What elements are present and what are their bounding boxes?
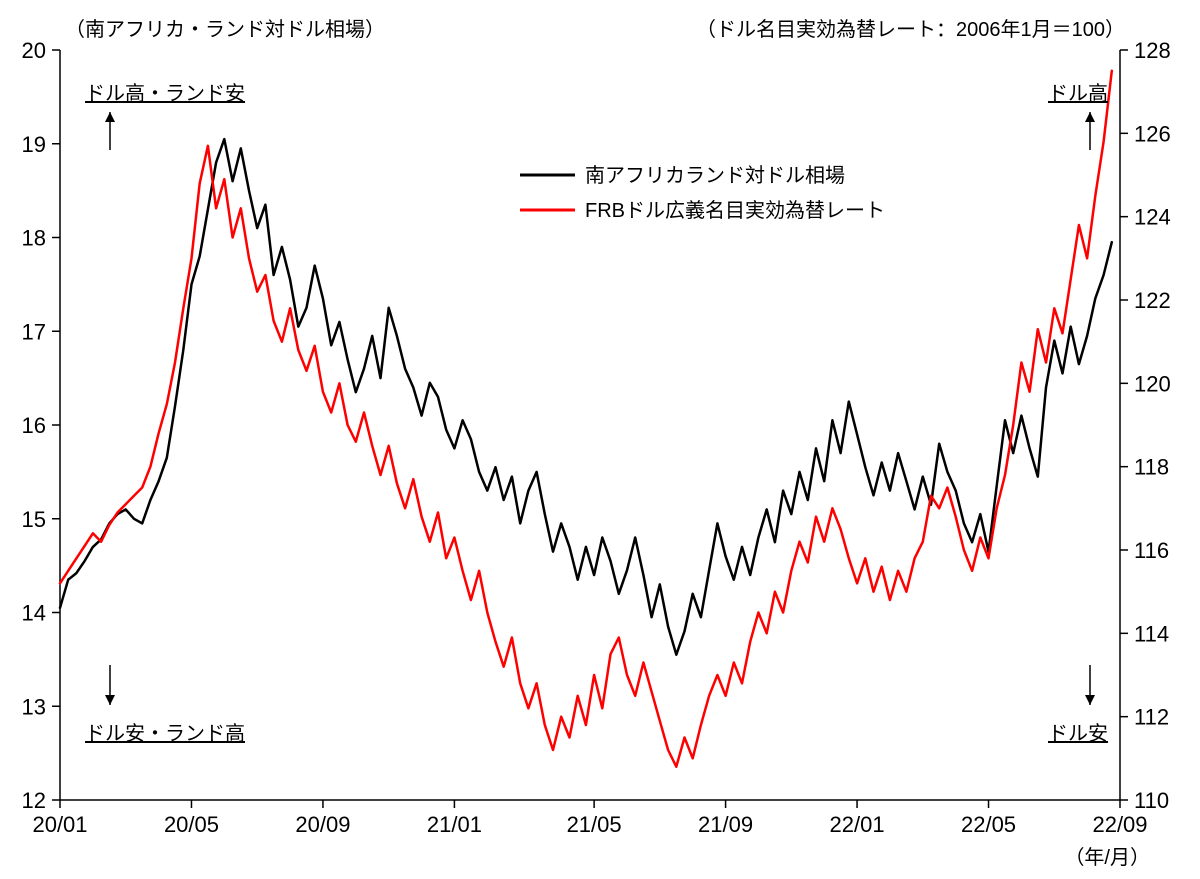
right-axis-tick-label: 114 <box>1134 621 1169 646</box>
left-axis-tick-label: 16 <box>22 413 46 438</box>
right-axis-tick-label: 120 <box>1134 371 1171 396</box>
left-axis-title: （南アフリカ・ランド対ドル相場） <box>65 18 385 41</box>
x-axis-title: （年/月） <box>1064 846 1150 869</box>
right-axis-tick-label: 122 <box>1134 288 1171 313</box>
annotation-label: ドル安・ランド高 <box>85 722 245 745</box>
x-axis-tick-label: 22/05 <box>961 812 1016 837</box>
x-axis-tick-label: 21/01 <box>427 812 482 837</box>
x-axis-tick-label: 22/01 <box>830 812 885 837</box>
left-axis-tick-label: 12 <box>22 788 46 813</box>
left-axis-tick-label: 14 <box>22 601 46 626</box>
left-axis-tick-label: 13 <box>22 694 46 719</box>
x-axis-tick-label: 20/01 <box>32 812 87 837</box>
left-axis-tick-label: 20 <box>22 38 46 63</box>
x-axis-tick-label: 21/05 <box>567 812 622 837</box>
right-axis-tick-label: 128 <box>1134 38 1171 63</box>
left-axis-tick-label: 19 <box>22 132 46 157</box>
left-axis-tick-label: 18 <box>22 226 46 251</box>
left-axis-tick-label: 15 <box>22 507 46 532</box>
annotation-label: ドル安 <box>1048 722 1108 745</box>
chart-svg: 12 13 14 15 16 17 18 19 20 110 112 114 116 118 120 122 1… <box>0 0 1200 879</box>
right-axis-tick-label: 116 <box>1134 538 1169 563</box>
right-axis-tick-label: 126 <box>1134 121 1171 146</box>
right-axis-title: （ドル名目実効為替レート：2006年1月＝100） <box>696 18 1125 41</box>
right-axis-tick-label: 124 <box>1134 205 1171 230</box>
left-axis-tick-label: 17 <box>22 319 46 344</box>
x-axis-tick-label: 20/09 <box>295 812 350 837</box>
legend-label: 南アフリカランド対ドル相場 <box>585 164 845 187</box>
right-axis-tick-label: 110 <box>1134 788 1169 813</box>
annotation-label: ドル高・ランド安 <box>85 82 245 105</box>
right-axis-tick-label: 118 <box>1134 455 1169 480</box>
legend-label: FRBドル広義名目実効為替レート <box>585 199 885 222</box>
dual-axis-line-chart: 12 13 14 15 16 17 18 19 20 110 112 114 116 118 120 122 1… <box>0 0 1200 879</box>
annotation-label: ドル高 <box>1048 82 1108 105</box>
x-axis-tick-label: 21/09 <box>698 812 753 837</box>
x-axis-tick-label: 22/09 <box>1092 812 1147 837</box>
chart-bg <box>0 0 1200 879</box>
right-axis-tick-label: 112 <box>1134 705 1169 730</box>
x-axis-tick-label: 20/05 <box>164 812 219 837</box>
